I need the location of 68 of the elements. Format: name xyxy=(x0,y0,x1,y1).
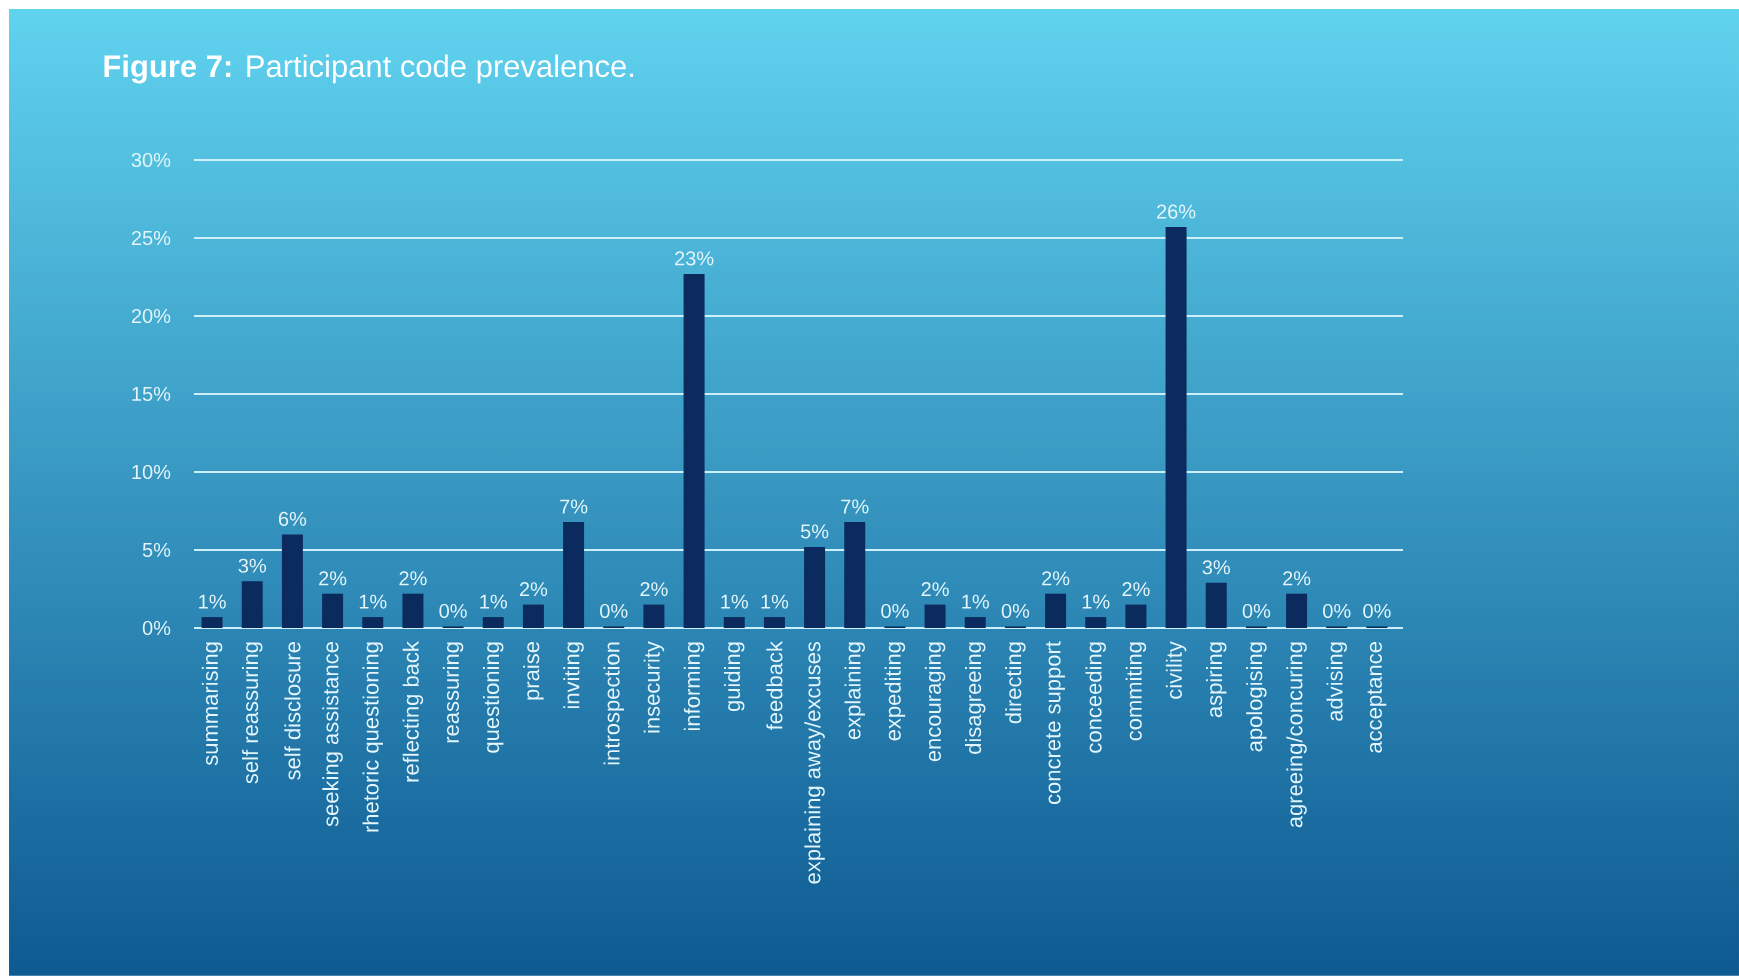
chart-title: Figure 7: Participant code prevalence. xyxy=(104,54,634,84)
x-tick-label: feedback xyxy=(766,641,783,731)
data-label: 0% xyxy=(881,603,909,619)
x-tick-label: explaining away/excuses xyxy=(804,641,825,884)
x-tick-label: guiding xyxy=(724,642,745,712)
data-label: 23% xyxy=(675,251,714,266)
x-tick-label: disagreeing xyxy=(965,642,986,754)
x-tick-label: civility xyxy=(1165,641,1187,699)
x-tick-label: introspection xyxy=(603,642,624,765)
data-label: 1% xyxy=(359,594,387,609)
x-tick-label: reflecting back xyxy=(402,641,424,782)
data-label: 2% xyxy=(519,582,548,597)
data-label: 2% xyxy=(640,582,668,597)
data-label: 5% xyxy=(800,524,829,539)
data-label: 3% xyxy=(238,558,267,573)
y-tick-label: 15% xyxy=(132,386,171,402)
x-tick-label: reassuring xyxy=(442,642,464,743)
x-tick-label: praise xyxy=(523,642,544,700)
x-tick-label: concrete support xyxy=(1046,641,1065,804)
y-tick-label: 25% xyxy=(131,230,171,246)
data-label: 0% xyxy=(1001,603,1030,619)
x-tick-label: explaining xyxy=(844,642,865,740)
data-label: 1% xyxy=(480,594,508,609)
y-tick-label: 10% xyxy=(132,464,171,480)
data-label: 7% xyxy=(560,499,588,514)
x-tick-label: conceeding xyxy=(1085,642,1106,753)
data-label: 2% xyxy=(1122,582,1150,597)
x-tick-label: self reassuring xyxy=(242,642,263,784)
x-tick-label: commiting xyxy=(1125,642,1147,741)
data-label: 1% xyxy=(962,594,989,609)
x-tick-label: self disclosure xyxy=(284,642,301,780)
data-label: 0% xyxy=(1363,603,1391,619)
y-tick-label: 20% xyxy=(131,308,171,324)
data-label: 2% xyxy=(1283,571,1311,586)
x-tick-label: rhetoric questioning xyxy=(362,642,383,832)
x-tick-label: encouraging xyxy=(924,642,946,762)
data-label: 1% xyxy=(721,594,748,609)
x-tick-label: insecurity xyxy=(643,641,665,733)
data-label: 0% xyxy=(439,603,467,619)
x-tick-label: advising xyxy=(1326,642,1347,721)
data-label: 6% xyxy=(278,511,307,526)
x-tick-label: acceptance xyxy=(1367,642,1387,753)
data-label: 2% xyxy=(1042,571,1070,586)
data-label: 3% xyxy=(1202,560,1230,575)
data-label: 2% xyxy=(319,571,347,586)
x-tick-label: summarising xyxy=(201,642,223,766)
data-label: 26% xyxy=(1157,204,1196,219)
data-label: 1% xyxy=(199,594,226,609)
data-label: 0% xyxy=(1323,603,1351,619)
x-tick-label: questioning xyxy=(483,642,504,753)
x-tick-label: expediting xyxy=(884,642,906,741)
x-tick-label: aspiring xyxy=(1205,642,1227,718)
y-tick-label: 30% xyxy=(131,152,171,168)
y-tick-label: 5% xyxy=(142,542,171,558)
data-label: 2% xyxy=(399,571,427,586)
data-label: 7% xyxy=(841,499,869,514)
x-tick-label: inviting xyxy=(563,642,584,709)
y-tick-label: 0% xyxy=(142,620,171,636)
data-label: 0% xyxy=(600,603,628,619)
x-tick-label: directing xyxy=(1005,642,1026,724)
x-tick-label: informing xyxy=(683,642,705,731)
x-tick-label: apologising xyxy=(1246,642,1267,752)
data-label: 1% xyxy=(1082,594,1110,609)
data-label: 2% xyxy=(921,582,949,597)
data-label: 0% xyxy=(1242,603,1271,619)
x-tick-label: agreeing/concuring xyxy=(1286,642,1307,828)
data-label: 1% xyxy=(761,594,789,609)
x-tick-label: seeking assistance xyxy=(322,642,343,827)
